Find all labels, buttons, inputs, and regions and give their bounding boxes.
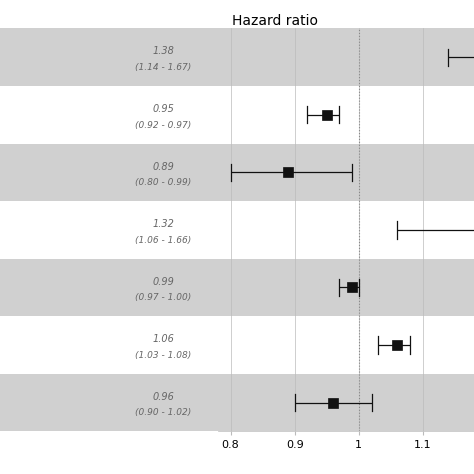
Text: 0.89: 0.89 [153,162,174,172]
Text: 1.32: 1.32 [153,219,174,229]
Bar [0,144,218,201]
Text: (0.92 - 0.97): (0.92 - 0.97) [135,121,191,129]
Text: (1.03 - 1.08): (1.03 - 1.08) [135,351,191,360]
Text: 0.95: 0.95 [153,104,174,114]
Bar [218,28,474,86]
Text: 0.99: 0.99 [153,277,174,287]
Bar [0,259,218,316]
Text: (1.14 - 1.67): (1.14 - 1.67) [135,63,191,72]
Bar [0,374,218,431]
Bar [218,374,474,431]
Text: 1.38: 1.38 [153,46,174,56]
Bar [0,28,218,86]
Text: (1.06 - 1.66): (1.06 - 1.66) [135,236,191,245]
Text: (0.80 - 0.99): (0.80 - 0.99) [135,178,191,187]
Text: (0.97 - 1.00): (0.97 - 1.00) [135,293,191,302]
Bar [218,259,474,316]
Text: 1.06: 1.06 [153,334,174,344]
Bar [218,144,474,201]
Text: 0.96: 0.96 [153,392,174,402]
Text: Hazard ratio: Hazard ratio [232,14,318,28]
Text: (0.90 - 1.02): (0.90 - 1.02) [135,409,191,418]
